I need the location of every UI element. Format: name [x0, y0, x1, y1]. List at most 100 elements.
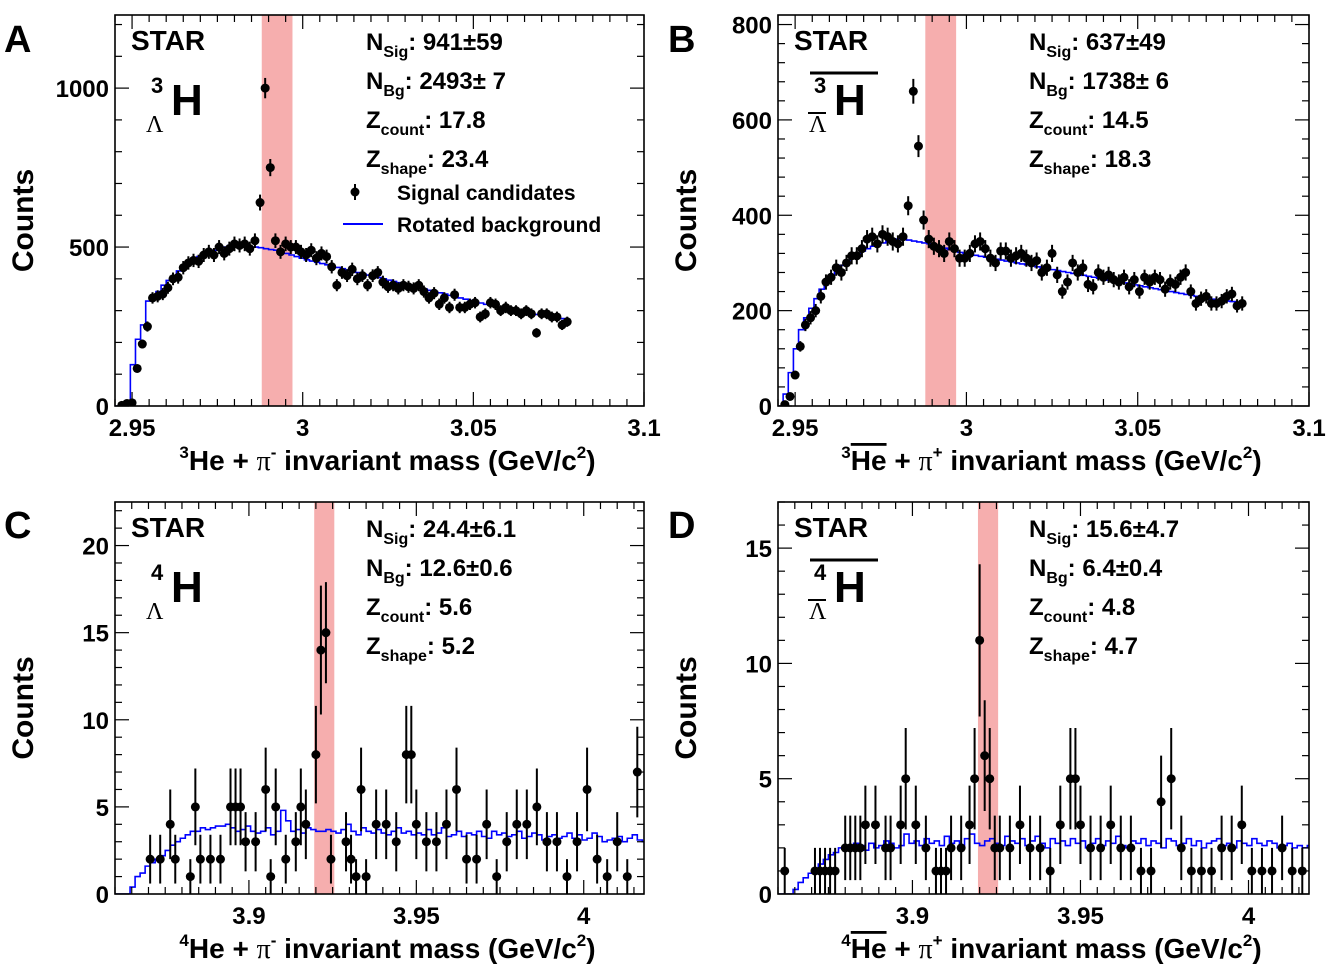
- data-point: [1257, 866, 1267, 876]
- stat-symbol: Z: [366, 146, 381, 173]
- lambda-subscript: Λ: [809, 112, 827, 138]
- y-tick-label: 20: [82, 534, 109, 561]
- data-point: [342, 271, 352, 281]
- data-point: [1227, 843, 1237, 853]
- stat-subscript: shape: [1044, 161, 1090, 178]
- data-point: [1284, 0, 1293, 5]
- panel-b: 2.95 3 3.05 3.1 0 200 400 600 800 Counts 3He + π+ …: [668, 0, 1326, 477]
- data-point: [322, 252, 332, 262]
- data-point: [1277, 843, 1287, 853]
- plot-frame: [777, 14, 1310, 407]
- data-point: [439, 293, 449, 303]
- y-tick-label: 600: [732, 108, 772, 135]
- pion-symbol: π: [918, 446, 932, 477]
- stat-subscript: count: [1044, 122, 1088, 139]
- isotope-number: 3: [179, 443, 188, 462]
- stat-subscript: Sig: [383, 44, 408, 61]
- power: 2: [577, 931, 586, 950]
- plot-area: [778, 502, 1309, 894]
- panel-letter: C: [4, 505, 31, 547]
- data-point: [573, 0, 582, 5]
- x-tick-label: 3.9: [896, 903, 929, 930]
- pion-symbol: π: [918, 934, 932, 965]
- data-point: [462, 854, 472, 864]
- data-point: [1201, 291, 1211, 301]
- stat-subscript: shape: [381, 648, 427, 665]
- y-axis-label: Counts: [670, 169, 703, 272]
- data-point: [542, 837, 552, 847]
- stat-line: NBg: 6.4±0.4: [1029, 555, 1163, 587]
- data-point: [893, 239, 903, 249]
- data-point: [1052, 270, 1062, 280]
- data-point: [1001, 246, 1011, 256]
- data-point: [811, 306, 821, 316]
- data-point: [842, 258, 852, 268]
- y-tick-label: 5: [96, 795, 109, 822]
- data-point: [522, 819, 532, 829]
- data-point: [261, 784, 271, 794]
- stat-symbol: N: [366, 68, 383, 95]
- y-tick-label: 1000: [56, 76, 109, 103]
- lambda-subscript: Λ: [146, 112, 164, 138]
- data-point: [1116, 843, 1126, 853]
- data-point: [588, 0, 597, 5]
- stat-line: NBg: 12.6±0.6: [366, 555, 513, 587]
- stat-symbol: N: [1029, 516, 1046, 543]
- data-point: [898, 232, 908, 242]
- experiment-label: STAR: [131, 512, 205, 543]
- data-point: [901, 774, 911, 784]
- y-tick-label: 15: [745, 536, 772, 563]
- data-point: [346, 854, 356, 864]
- isotope-number: 4: [179, 931, 189, 950]
- data-point: [421, 837, 431, 847]
- data-point: [265, 163, 275, 173]
- stat-value: : 1738± 6: [1068, 68, 1169, 95]
- data-point: [629, 0, 638, 5]
- y-axis-label: Counts: [7, 169, 40, 272]
- data-point: [512, 819, 522, 829]
- data-point: [970, 774, 980, 784]
- data-point: [158, 289, 168, 299]
- data-point: [552, 312, 562, 322]
- stat-value: : 6.4±0.4: [1068, 555, 1163, 582]
- close-paren: ): [586, 933, 595, 964]
- particle-mass-number: 3: [151, 73, 163, 98]
- stat-symbol: Z: [1029, 107, 1044, 134]
- helium-plus: He +: [189, 445, 257, 476]
- data-point: [995, 843, 1005, 853]
- x-tick-label: 4: [577, 903, 591, 930]
- data-point: [1025, 843, 1035, 853]
- x-tick-label: 3.1: [1292, 415, 1325, 442]
- data-point: [836, 267, 846, 277]
- lambda-subscript: Λ: [809, 599, 827, 625]
- stat-subscript: Sig: [1046, 531, 1071, 548]
- data-point: [921, 843, 931, 853]
- particle-symbol: H: [171, 76, 203, 125]
- stat-value: : 15.6±4.7: [1071, 516, 1179, 543]
- stat-line: NSig: 941±59: [366, 29, 503, 61]
- plot-frame: [777, 501, 1310, 895]
- experiment-label: STAR: [794, 512, 868, 543]
- data-point: [142, 322, 152, 332]
- data-point: [785, 391, 795, 401]
- data-point: [1237, 298, 1247, 308]
- stat-line: NBg: 2493± 7: [366, 68, 506, 100]
- data-point: [919, 215, 929, 225]
- data-point: [241, 837, 251, 847]
- panel-letter: B: [668, 19, 695, 61]
- stat-value: : 941±59: [408, 29, 503, 56]
- data-point: [441, 819, 451, 829]
- data-point: [965, 248, 975, 258]
- stat-symbol: N: [1029, 68, 1046, 95]
- data-point: [1207, 866, 1217, 876]
- data-point: [250, 236, 260, 246]
- stat-subscript: Bg: [383, 570, 404, 587]
- data-point: [903, 201, 913, 211]
- data-point: [1124, 282, 1134, 292]
- data-point: [867, 232, 877, 242]
- invariant-mass-text: invariant mass (GeV/c: [276, 445, 576, 476]
- data-point: [270, 236, 280, 246]
- stat-value: : 17.8: [424, 107, 485, 134]
